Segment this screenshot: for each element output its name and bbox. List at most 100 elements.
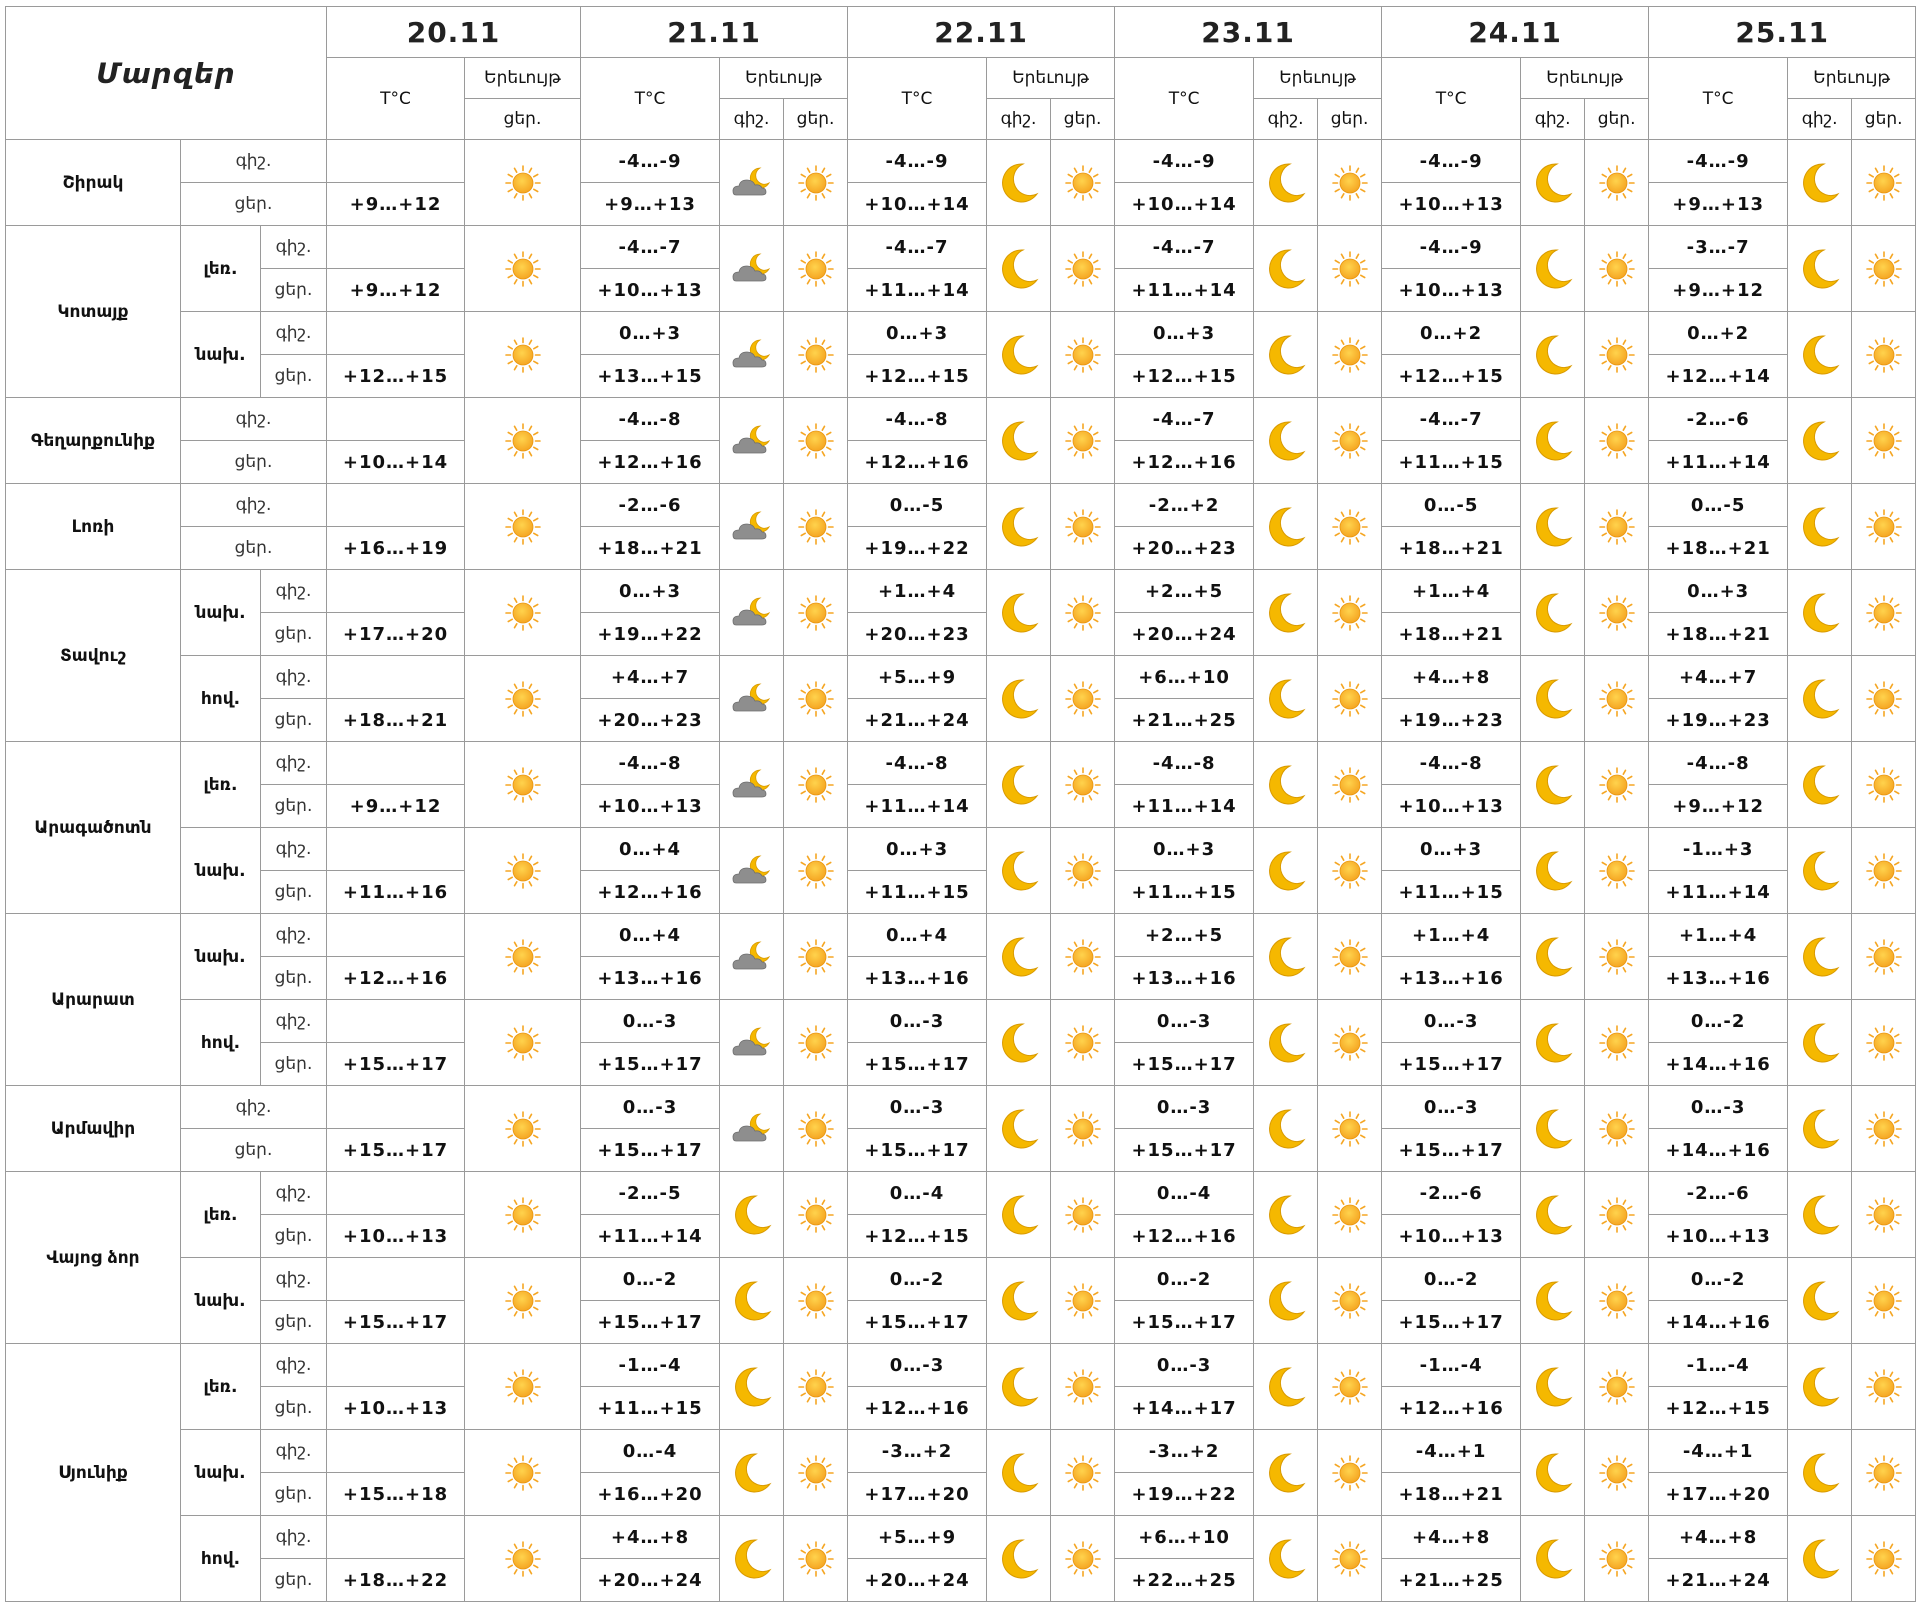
day-temp: +9…+13	[580, 182, 721, 226]
day-temp: +15…+18	[326, 1472, 465, 1516]
period-label: գիշ.	[260, 311, 327, 355]
day-temp: +13…+16	[847, 956, 988, 1000]
day-temp: +12…+16	[1381, 1386, 1522, 1430]
day-temp: +10…+14	[847, 182, 988, 226]
night-temp: 0…-2	[1114, 1257, 1255, 1301]
day-temp: +15…+17	[1381, 1042, 1522, 1086]
moon-icon	[1253, 741, 1319, 828]
day-temp: +10…+13	[1648, 1214, 1789, 1258]
night-temp: 0…+3	[580, 569, 721, 613]
period-label: ցեր.	[180, 1128, 327, 1172]
day-temp: +15…+17	[1381, 1300, 1522, 1344]
sun-icon	[1050, 827, 1116, 914]
sun-icon	[1050, 311, 1116, 398]
day-temp: +12…+15	[326, 354, 465, 398]
moon-icon	[1520, 741, 1586, 828]
moon-icon	[1253, 569, 1319, 656]
sun-icon	[1851, 397, 1917, 484]
table-row: Լոռի գիշ. -2…-6 0…-5 -2…+2 0…-5 0…-5	[5, 483, 1917, 570]
night-temp: -4…-9	[1381, 225, 1522, 269]
night-temp: -4…-8	[847, 397, 988, 441]
night-period-header: գիշ.	[719, 98, 785, 140]
moon-icon	[1787, 1429, 1853, 1516]
sun-icon	[1851, 569, 1917, 656]
day-temp: +10…+13	[326, 1214, 465, 1258]
sun-icon	[1050, 483, 1116, 570]
table-row: հով. գիշ. 0…-3 0…-3 0…-3 0…-3 0…-2	[6, 999, 1917, 1086]
table-row: հով. գիշ. +4…+8 +5…+9 +6…+10 +4…+8 +4…+8	[6, 1515, 1917, 1602]
night-temp: 0…-2	[1648, 1257, 1789, 1301]
sun-icon	[1050, 1257, 1116, 1344]
night-temp: +6…+10	[1114, 655, 1255, 699]
night-temp: 0…-2	[1381, 1257, 1522, 1301]
day-temp: +11…+15	[1381, 440, 1522, 484]
day-temp: +11…+14	[1648, 440, 1789, 484]
cloud-moon-icon	[719, 139, 785, 226]
sun-icon	[1851, 1515, 1917, 1602]
day-temp: +18…+21	[1381, 612, 1522, 656]
moon-icon	[1253, 1343, 1319, 1430]
night-temp	[326, 483, 465, 527]
period-label: ցեր.	[260, 612, 327, 656]
day-period-header: ցեր.	[463, 98, 582, 140]
night-temp: 0…-3	[847, 999, 988, 1043]
day-temp: +14…+16	[1648, 1300, 1789, 1344]
period-label: գիշ.	[260, 913, 327, 957]
night-temp: 0…-2	[580, 1257, 721, 1301]
day-temp: +9…+12	[326, 784, 465, 828]
sun-icon	[783, 741, 849, 828]
sun-icon	[1851, 483, 1917, 570]
sun-icon	[783, 569, 849, 656]
sun-icon	[1317, 999, 1383, 1086]
night-temp: -4…-8	[580, 397, 721, 441]
night-temp: +4…+8	[1381, 655, 1522, 699]
table-row: ցեր. +9…+12 +10…+13 +11…+14 +11…+14 +10…+13 +9…	[6, 784, 1916, 828]
day-temp: +10…+14	[326, 440, 465, 484]
period-label: գիշ.	[180, 139, 327, 183]
zone-name: լեռ.	[180, 225, 261, 312]
moon-icon	[986, 1171, 1052, 1258]
day-temp: +17…+20	[1648, 1472, 1789, 1516]
day-temp: +10…+13	[580, 784, 721, 828]
zone-name: լեռ.	[180, 1171, 261, 1258]
moon-icon	[1787, 311, 1853, 398]
day-temp: +18…+21	[1381, 1472, 1522, 1516]
zone-name: լեռ.	[180, 1343, 261, 1430]
night-temp: 0…+2	[1648, 311, 1789, 355]
night-temp: +4…+7	[1648, 655, 1789, 699]
moon-icon	[1520, 1257, 1586, 1344]
sun-icon	[1851, 999, 1917, 1086]
day-temp: +12…+15	[847, 1214, 988, 1258]
sun-icon	[1851, 139, 1917, 226]
moon-icon	[1253, 483, 1319, 570]
moon-icon	[1787, 1343, 1853, 1430]
day-temp: +13…+15	[580, 354, 721, 398]
sun-icon	[1584, 139, 1650, 226]
day-temp: +11…+15	[580, 1386, 721, 1430]
moon-icon	[1253, 1085, 1319, 1172]
night-temp: -4…-7	[580, 225, 721, 269]
sun-icon	[783, 1085, 849, 1172]
sun-icon	[1851, 225, 1917, 312]
night-temp: 0…-2	[847, 1257, 988, 1301]
period-label: գիշ.	[260, 655, 327, 699]
date-header: 20.11	[325, 6, 582, 58]
night-temp	[326, 741, 465, 785]
regions-header: Մարզեր	[5, 6, 327, 140]
day-temp: +11…+14	[1114, 268, 1255, 312]
night-temp: -2…-6	[1381, 1171, 1522, 1215]
table-row: Արարատ նախ. գիշ. 0…+4 0…+4 +2…+5 +1…+4 +1…+4	[5, 913, 1917, 1086]
sun-icon	[1317, 1171, 1383, 1258]
night-temp: 0…+4	[847, 913, 988, 957]
day-temp: +10…+13	[326, 1386, 465, 1430]
day-temp: +9…+12	[326, 182, 465, 226]
sun-icon	[1584, 1085, 1650, 1172]
table-row: Վայոց ձոր լեռ. գիշ. -2…-5 0…-4 0…-4 -2…-6 -2…-6	[5, 1171, 1917, 1344]
moon-icon	[1787, 1171, 1853, 1258]
sun-icon	[463, 1343, 582, 1430]
night-temp: -4…-9	[847, 139, 988, 183]
sun-icon	[1317, 913, 1383, 1000]
temp-header: T°C	[1114, 57, 1255, 140]
sun-icon	[1050, 913, 1116, 1000]
day-temp: +11…+15	[1114, 870, 1255, 914]
